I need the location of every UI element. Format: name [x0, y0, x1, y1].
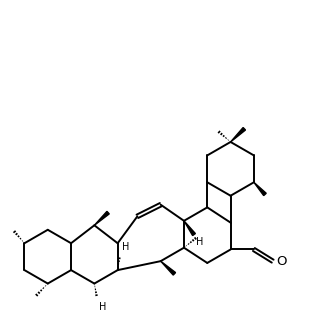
- Polygon shape: [254, 182, 266, 196]
- Text: H: H: [99, 301, 107, 312]
- Polygon shape: [231, 127, 245, 142]
- Text: H: H: [196, 237, 204, 247]
- Polygon shape: [184, 221, 196, 236]
- Polygon shape: [94, 211, 109, 225]
- Polygon shape: [161, 261, 176, 275]
- Text: O: O: [277, 255, 287, 268]
- Text: H: H: [122, 242, 129, 252]
